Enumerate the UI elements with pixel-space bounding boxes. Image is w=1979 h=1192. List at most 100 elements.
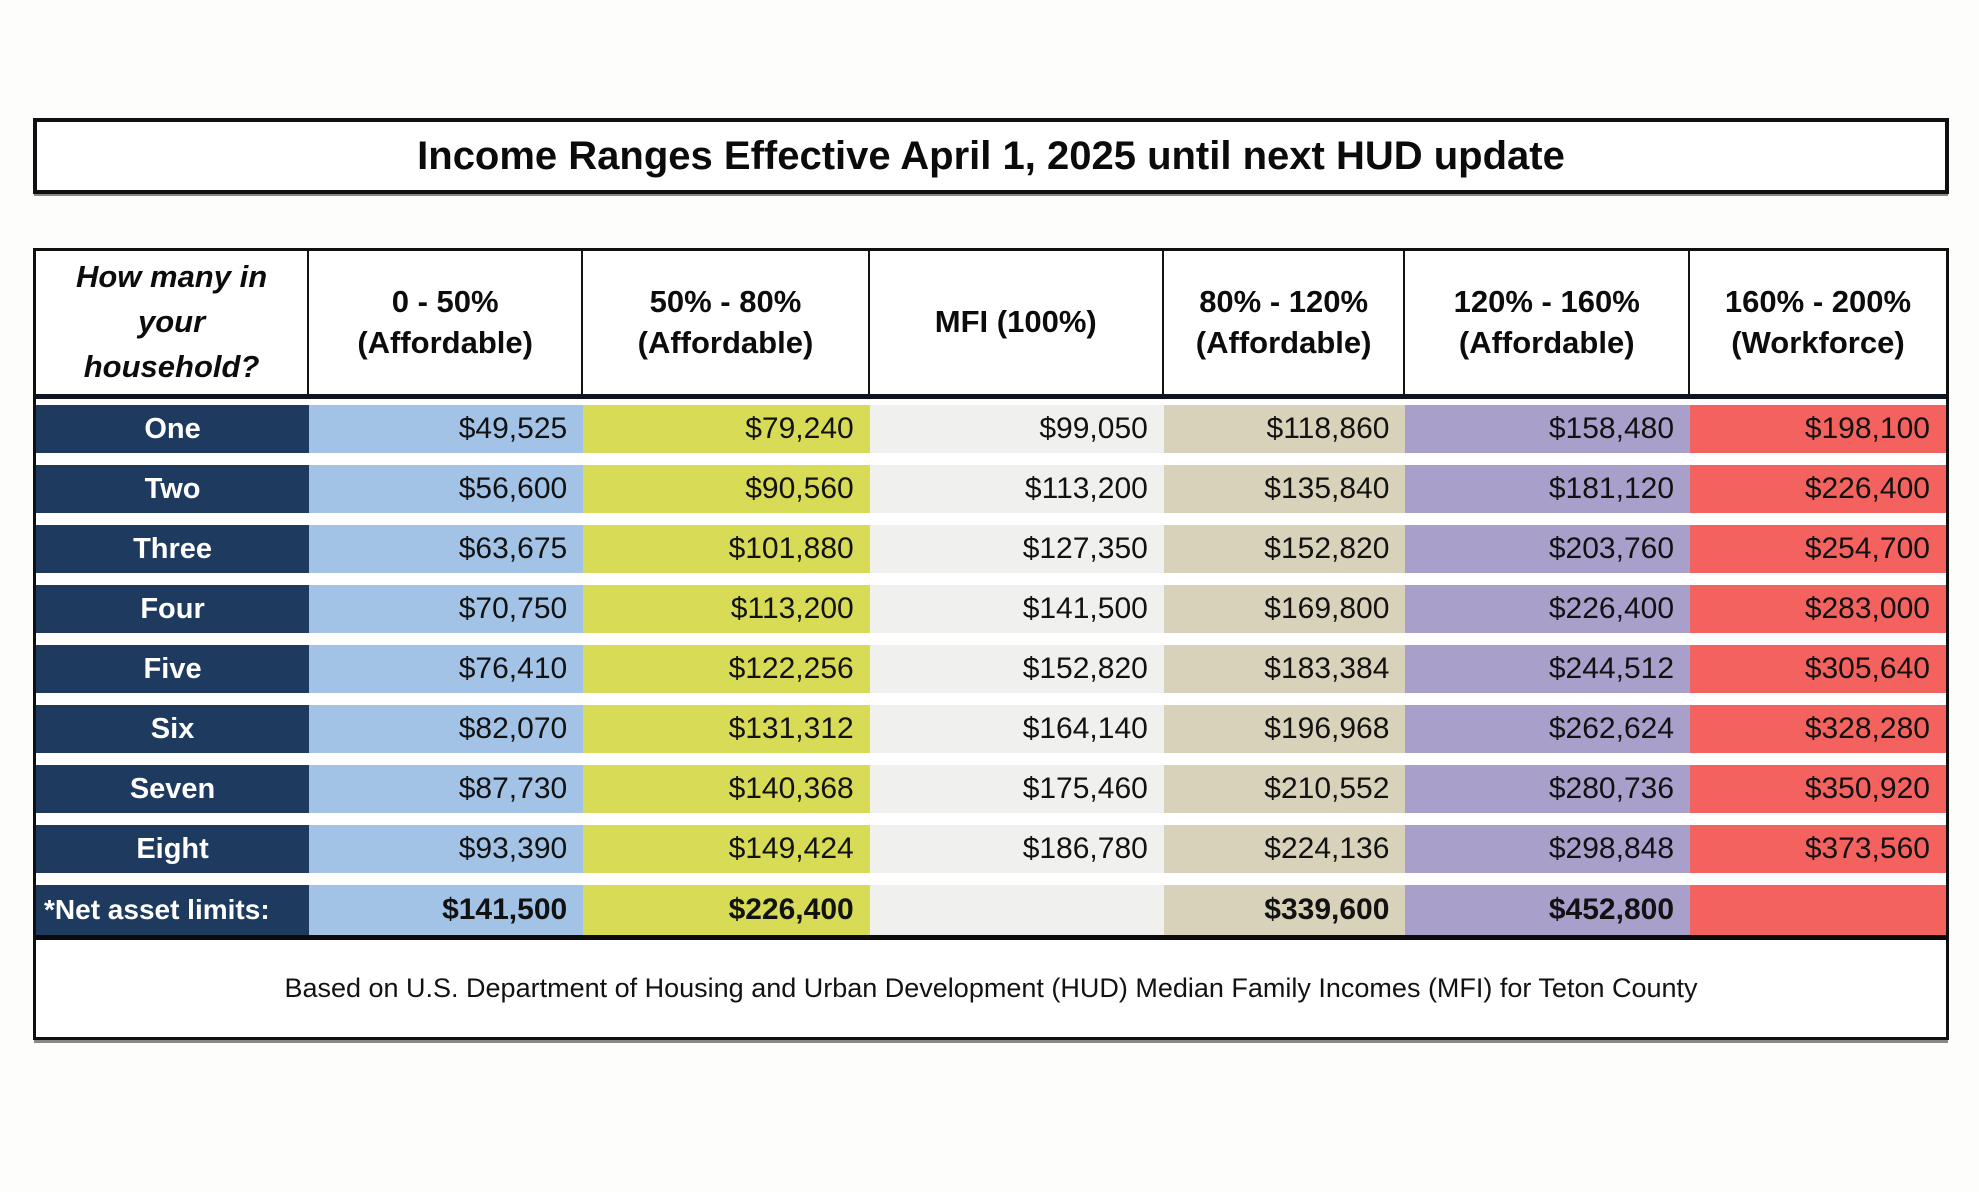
household-size-header: How many in your household? [36, 251, 310, 394]
column-header-120-160: 120% - 160% (Affordable) [1405, 251, 1691, 394]
header-range: 50% - 80% [649, 283, 802, 319]
row-label: Four [36, 585, 310, 633]
income-value: $113,200 [869, 465, 1164, 513]
income-value: $135,840 [1163, 465, 1406, 513]
net-asset-value [1690, 885, 1946, 935]
income-value: $254,700 [1690, 525, 1946, 573]
income-value: $93,390 [309, 825, 584, 873]
income-value: $122,256 [583, 645, 870, 693]
header-category: (Affordable) [637, 324, 814, 360]
header-category: (Affordable) [1458, 324, 1635, 360]
net-asset-value: $339,600 [1163, 885, 1406, 935]
income-value: $118,860 [1163, 405, 1406, 453]
income-value: $87,730 [309, 765, 584, 813]
income-value: $63,675 [309, 525, 584, 573]
header-line: your [137, 304, 206, 340]
income-value: $198,100 [1690, 405, 1946, 453]
table-body: One $49,525 $79,240 $99,050 $118,860 $15… [36, 405, 1946, 935]
income-value: $181,120 [1405, 465, 1691, 513]
income-value: $298,848 [1405, 825, 1691, 873]
row-label: One [36, 405, 310, 453]
income-value: $158,480 [1405, 405, 1691, 453]
income-value: $196,968 [1163, 705, 1406, 753]
income-value: $183,384 [1163, 645, 1406, 693]
income-value: $70,750 [309, 585, 584, 633]
header-category: (Affordable) [1195, 324, 1372, 360]
header-range: 160% - 200% [1724, 283, 1912, 319]
income-value: $90,560 [583, 465, 870, 513]
income-table: How many in your household? 0 - 50% (Aff… [33, 248, 1949, 1040]
table-row-six: Six $82,070 $131,312 $164,140 $196,968 $… [36, 705, 1946, 753]
row-label: Two [36, 465, 310, 513]
income-value: $152,820 [1163, 525, 1406, 573]
income-value: $244,512 [1405, 645, 1691, 693]
source-note-section: Based on U.S. Department of Housing and … [36, 935, 1946, 1037]
column-header-mfi: MFI (100%) [870, 251, 1164, 394]
income-value: $76,410 [309, 645, 584, 693]
table-row-seven: Seven $87,730 $140,368 $175,460 $210,552… [36, 765, 1946, 813]
income-value: $262,624 [1405, 705, 1691, 753]
row-label: Three [36, 525, 310, 573]
net-asset-row-label: *Net asset limits: [36, 885, 310, 935]
header-range: 120% - 160% [1453, 283, 1640, 319]
table-header-row: How many in your household? 0 - 50% (Aff… [36, 251, 1946, 399]
header-line: How many in [75, 259, 268, 295]
row-label: Five [36, 645, 310, 693]
income-value: $141,500 [869, 585, 1164, 633]
income-value: $152,820 [869, 645, 1164, 693]
table-row-five: Five $76,410 $122,256 $152,820 $183,384 … [36, 645, 1946, 693]
net-asset-value [869, 885, 1164, 935]
income-value: $175,460 [869, 765, 1164, 813]
income-value: $49,525 [309, 405, 584, 453]
title-banner: Income Ranges Effective April 1, 2025 un… [33, 118, 1949, 194]
header-range: 80% - 120% [1199, 283, 1369, 319]
column-header-80-120: 80% - 120% (Affordable) [1164, 251, 1406, 394]
table-row-eight: Eight $93,390 $149,424 $186,780 $224,136… [36, 825, 1946, 873]
income-value: $101,880 [583, 525, 870, 573]
income-value: $283,000 [1690, 585, 1946, 633]
income-value: $280,736 [1405, 765, 1691, 813]
income-value: $186,780 [869, 825, 1164, 873]
row-label: Eight [36, 825, 310, 873]
column-header-50-80: 50% - 80% (Affordable) [583, 251, 870, 394]
row-label: Six [36, 705, 310, 753]
income-value: $127,350 [869, 525, 1164, 573]
net-asset-value: $452,800 [1405, 885, 1691, 935]
page-title: Income Ranges Effective April 1, 2025 un… [417, 133, 1565, 178]
net-asset-limits-row: *Net asset limits: $141,500 $226,400 $33… [36, 885, 1946, 935]
income-value: $226,400 [1405, 585, 1691, 633]
header-line: household? [83, 348, 260, 384]
income-value: $56,600 [309, 465, 584, 513]
header-category: (Workforce) [1731, 324, 1905, 360]
column-header-160-200: 160% - 200% (Workforce) [1690, 251, 1946, 394]
table-row-three: Three $63,675 $101,880 $127,350 $152,820… [36, 525, 1946, 573]
row-label: Seven [36, 765, 310, 813]
income-value: $226,400 [1690, 465, 1946, 513]
column-header-0-50: 0 - 50% (Affordable) [309, 251, 584, 394]
income-value: $149,424 [583, 825, 870, 873]
header-range: 0 - 50% [391, 283, 499, 319]
income-value: $305,640 [1690, 645, 1946, 693]
income-value: $82,070 [309, 705, 584, 753]
income-value: $99,050 [869, 405, 1164, 453]
net-asset-value: $141,500 [309, 885, 584, 935]
income-value: $224,136 [1163, 825, 1406, 873]
income-value: $113,200 [583, 585, 870, 633]
header-range: MFI (100%) [934, 304, 1097, 340]
table-row-four: Four $70,750 $113,200 $141,500 $169,800 … [36, 585, 1946, 633]
source-note: Based on U.S. Department of Housing and … [284, 973, 1698, 1003]
income-value: $373,560 [1690, 825, 1946, 873]
income-value: $203,760 [1405, 525, 1691, 573]
income-value: $79,240 [583, 405, 870, 453]
income-value: $328,280 [1690, 705, 1946, 753]
header-category: (Affordable) [357, 324, 533, 360]
net-asset-value: $226,400 [583, 885, 870, 935]
income-value: $140,368 [583, 765, 870, 813]
income-value: $131,312 [583, 705, 870, 753]
income-value: $350,920 [1690, 765, 1946, 813]
table-row-two: Two $56,600 $90,560 $113,200 $135,840 $1… [36, 465, 1946, 513]
table-row-one: One $49,525 $79,240 $99,050 $118,860 $15… [36, 405, 1946, 453]
income-value: $169,800 [1163, 585, 1406, 633]
income-value: $210,552 [1163, 765, 1406, 813]
